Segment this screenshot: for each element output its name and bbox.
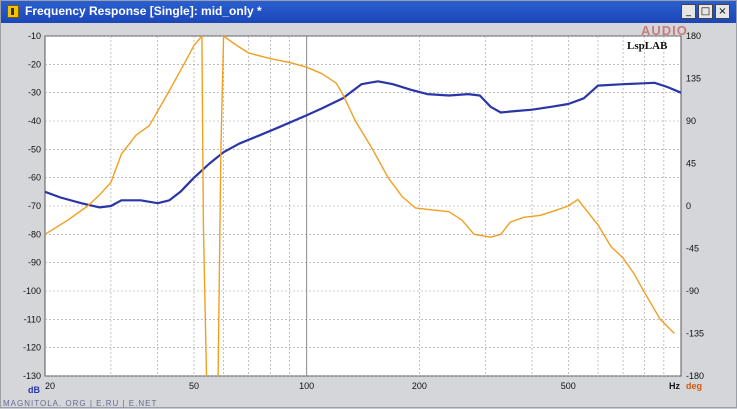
y-tick-label: -10 bbox=[28, 31, 41, 41]
x-tick-label: 20 bbox=[45, 381, 55, 391]
minimize-button[interactable]: _ bbox=[681, 4, 696, 19]
y-tick-label: -100 bbox=[23, 286, 41, 296]
y-tick-label: -50 bbox=[28, 144, 41, 154]
axis-labels: -10 -20 -30 -40 -50 -60 -70 -80 -90 -100 -110 -120 -… bbox=[23, 31, 704, 391]
y-tick-label: -20 bbox=[28, 59, 41, 69]
y2-tick-label: -90 bbox=[686, 286, 699, 296]
plot-marks bbox=[44, 35, 682, 377]
phase-curve bbox=[223, 35, 675, 334]
brand-label: LspLAB bbox=[627, 40, 668, 52]
close-button[interactable]: × bbox=[715, 4, 730, 19]
y2-tick-label: 90 bbox=[686, 116, 696, 126]
watermark-logo: AUDIO bbox=[641, 23, 688, 38]
y-tick-label: -110 bbox=[24, 314, 41, 324]
y-tick-label: -60 bbox=[28, 173, 41, 183]
phase-curve bbox=[201, 35, 208, 377]
y2-tick-label: 45 bbox=[686, 159, 696, 169]
y2-tick-label: -180 bbox=[686, 371, 704, 381]
y2-tick-label: 180 bbox=[686, 31, 701, 41]
y-tick-label: -70 bbox=[28, 201, 41, 211]
app-icon bbox=[7, 5, 19, 18]
window-title: Frequency Response [Single]: mid_only * bbox=[25, 4, 262, 18]
footer-watermark: MAGNITOLA. ORG | E.RU | E.NET bbox=[3, 399, 158, 408]
y-tick-label: -130 bbox=[23, 371, 41, 381]
y-tick-label: -80 bbox=[28, 229, 41, 239]
x-tick-label: 50 bbox=[189, 381, 199, 391]
y2-tick-label: -135 bbox=[686, 329, 704, 339]
y-tick-label: -30 bbox=[28, 88, 41, 98]
y2-tick-label: 0 bbox=[686, 201, 691, 211]
x-unit-label: Hz bbox=[669, 381, 680, 391]
x-tick-label: 200 bbox=[412, 381, 427, 391]
phase-curve bbox=[44, 35, 203, 235]
y2-tick-label: -45 bbox=[686, 244, 699, 254]
maximize-button[interactable]: □ bbox=[698, 4, 713, 19]
y-unit-label: dB bbox=[28, 385, 40, 395]
x-tick-label: 100 bbox=[299, 381, 314, 391]
y2-tick-label: 135 bbox=[686, 74, 701, 84]
y-tick-label: -90 bbox=[28, 258, 41, 268]
x-tick-label: 500 bbox=[561, 381, 576, 391]
y-tick-label: -40 bbox=[28, 116, 41, 126]
magnitude-curve bbox=[44, 80, 682, 209]
title-bar[interactable]: Frequency Response [Single]: mid_only * … bbox=[1, 1, 736, 23]
phase-curve bbox=[217, 35, 225, 377]
y-tick-label: -120 bbox=[23, 343, 41, 353]
y2-unit-label: deg bbox=[686, 381, 702, 391]
